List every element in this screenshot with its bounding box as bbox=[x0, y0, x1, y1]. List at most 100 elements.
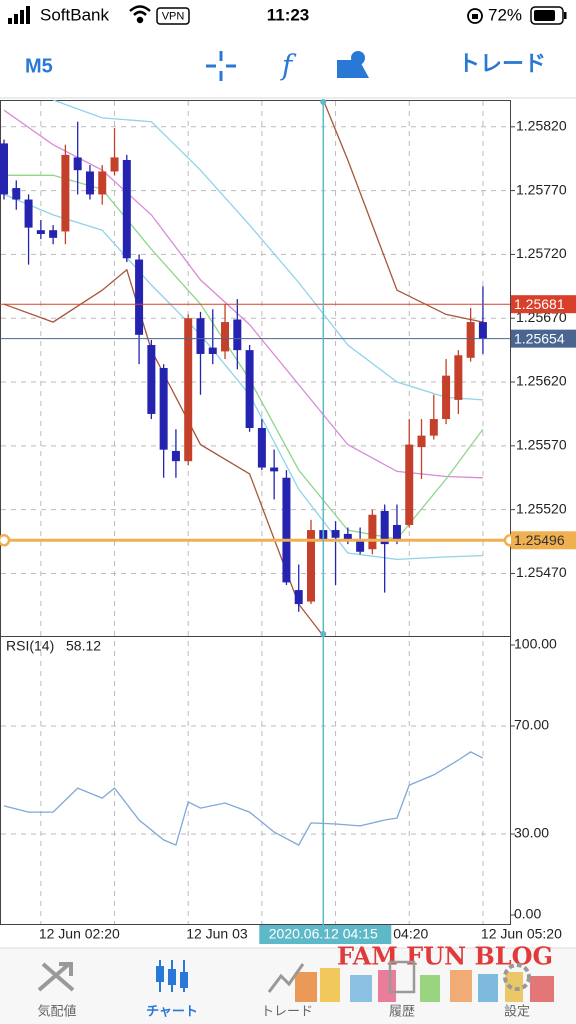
candle-body bbox=[356, 539, 365, 552]
price-label: 1.25681 bbox=[514, 296, 565, 312]
candle-body bbox=[159, 368, 168, 450]
candle-body bbox=[233, 319, 242, 351]
tab-icon bbox=[156, 966, 164, 982]
crosshair-dot bbox=[320, 631, 327, 637]
y-tick-label: 100.00 bbox=[514, 636, 557, 652]
watermark-houses bbox=[295, 968, 554, 1002]
candle-body bbox=[184, 318, 193, 462]
y-tick-label: 70.00 bbox=[514, 717, 549, 733]
price-line-handle[interactable] bbox=[0, 534, 11, 547]
indicator-button[interactable]: f bbox=[280, 49, 297, 82]
price-label-box bbox=[511, 329, 576, 348]
indicator-line bbox=[3, 109, 483, 479]
tab[interactable]: 気配値 bbox=[37, 962, 77, 1018]
candle-body bbox=[392, 524, 401, 540]
lock-icon bbox=[467, 8, 483, 24]
tab-icon bbox=[37, 962, 75, 992]
y-tick-label: 1.25720 bbox=[516, 245, 567, 261]
candle-body bbox=[331, 530, 340, 538]
candle-body bbox=[98, 171, 107, 195]
candle-body bbox=[270, 467, 279, 472]
tab-label: チャート bbox=[146, 1003, 198, 1018]
x-tick-label: 12 Jun 02:20 bbox=[39, 926, 120, 942]
candle-body bbox=[417, 435, 426, 448]
crosshair-time-box bbox=[259, 925, 392, 944]
candle-body bbox=[208, 347, 217, 354]
candle-body bbox=[12, 188, 21, 200]
candle-body bbox=[466, 322, 475, 358]
tab-icon bbox=[267, 963, 305, 993]
crosshair-time: 2020.06.12 04:15 bbox=[269, 926, 378, 942]
rsi-panel-frame bbox=[0, 636, 511, 925]
candle-body bbox=[73, 157, 82, 171]
candle-body bbox=[147, 345, 156, 414]
signal-icon bbox=[8, 6, 30, 24]
candle-body bbox=[221, 322, 230, 352]
x-tick-label: 12 Jun 05:20 bbox=[481, 926, 562, 942]
tab-icon bbox=[168, 969, 176, 985]
candle-body bbox=[294, 590, 303, 605]
timeframe-button[interactable]: M5 bbox=[25, 55, 53, 77]
candle-body bbox=[24, 199, 33, 228]
tab-label: 気配値 bbox=[37, 1003, 76, 1018]
tab[interactable]: チャート bbox=[146, 960, 198, 1018]
y-tick-label: 30.00 bbox=[514, 825, 549, 841]
y-tick-label: 1.25620 bbox=[516, 373, 567, 389]
candle-body bbox=[196, 318, 205, 354]
crosshair-dot bbox=[320, 99, 327, 105]
candle-body bbox=[110, 157, 119, 172]
candle-body bbox=[85, 171, 94, 195]
battery-percent: 72% bbox=[488, 5, 522, 24]
price-label: 1.25654 bbox=[514, 330, 565, 346]
tab-icon bbox=[180, 972, 188, 988]
price-label: 1.25496 bbox=[514, 532, 565, 548]
candle-body bbox=[49, 230, 58, 238]
indicator-line bbox=[52, 100, 483, 401]
candle-body bbox=[282, 477, 291, 583]
candle-body bbox=[454, 355, 463, 400]
candle-body bbox=[245, 350, 254, 428]
tab-label: トレード bbox=[261, 1003, 313, 1018]
indicator-line bbox=[322, 100, 484, 323]
carrier: SoftBank bbox=[40, 5, 109, 24]
candle-body bbox=[257, 427, 266, 468]
candle-body bbox=[478, 322, 487, 339]
objects-button[interactable] bbox=[337, 51, 369, 78]
y-tick-label: 1.25470 bbox=[516, 564, 567, 580]
candle-body bbox=[135, 259, 144, 335]
price-label-box bbox=[511, 295, 576, 314]
y-tick-label: 1.25520 bbox=[516, 500, 567, 516]
trade-button[interactable]: トレード bbox=[458, 51, 546, 76]
candle-body bbox=[405, 444, 414, 525]
indicator-name: RSI(14) bbox=[6, 638, 54, 654]
vpn-label: VPN bbox=[162, 10, 185, 22]
y-tick-label: 0.00 bbox=[514, 906, 541, 922]
indicator-value: 58.12 bbox=[66, 638, 101, 654]
crosshair-button[interactable] bbox=[206, 51, 236, 81]
candle-body bbox=[122, 159, 131, 259]
candle-body bbox=[307, 530, 315, 602]
tab[interactable]: トレード bbox=[261, 963, 313, 1018]
candle-body bbox=[380, 510, 389, 545]
candle-body bbox=[61, 154, 70, 232]
price-label-box bbox=[511, 531, 576, 550]
candle-body bbox=[171, 450, 180, 462]
candle-body bbox=[429, 419, 438, 436]
tab[interactable]: 設定 bbox=[503, 963, 531, 1018]
vpn-badge bbox=[156, 7, 190, 25]
y-tick-label: 1.25820 bbox=[516, 118, 567, 134]
tab[interactable]: 履歴 bbox=[388, 960, 416, 1018]
tab-icon bbox=[388, 960, 416, 994]
y-tick-label: 1.25770 bbox=[516, 181, 567, 197]
y-tick-label: 1.25570 bbox=[516, 437, 567, 453]
rsi-line bbox=[3, 751, 484, 846]
wifi-icon bbox=[129, 5, 151, 24]
tab-icon bbox=[503, 963, 531, 991]
candle-body bbox=[442, 375, 451, 420]
price-panel-frame bbox=[0, 100, 511, 637]
candle-body bbox=[368, 514, 377, 550]
clock: 11:23 bbox=[267, 5, 310, 24]
candle-body bbox=[0, 143, 8, 195]
